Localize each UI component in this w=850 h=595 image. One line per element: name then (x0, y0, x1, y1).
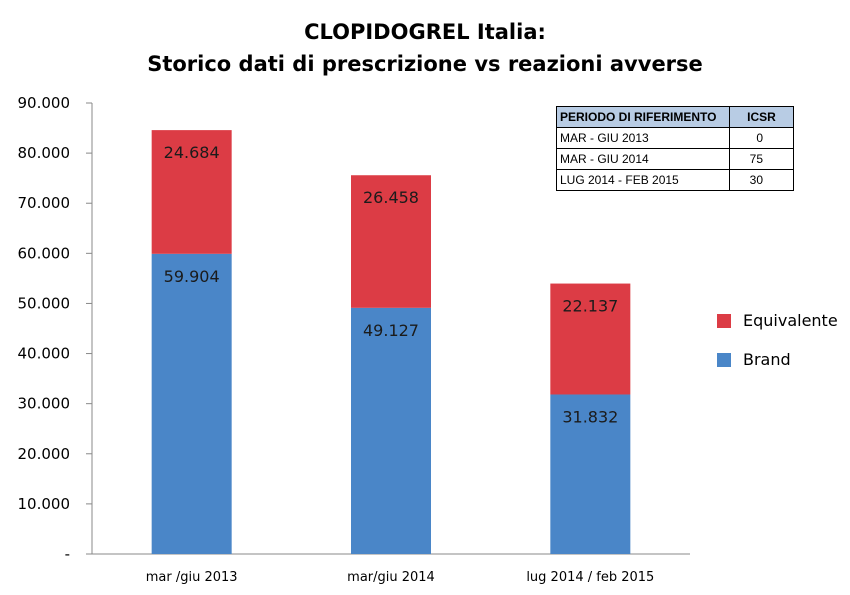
data-label-brand: 31.832 (562, 407, 618, 426)
bar-equivalente (151, 130, 232, 254)
icsr-table: PERIODO DI RIFERIMENTO ICSR MAR - GIU 20… (556, 106, 794, 191)
legend-item-equivalente: Equivalente (717, 310, 838, 331)
icsr-period-cell: MAR - GIU 2013 (556, 127, 730, 149)
bar-equivalente (550, 283, 631, 395)
icsr-table-row: LUG 2014 - FEB 2015 30 (556, 169, 794, 191)
chart-legend: Equivalente Brand (717, 310, 838, 388)
bar-brand (550, 394, 631, 554)
y-tick-label: 90.000 (18, 94, 71, 112)
legend-label-equivalente: Equivalente (743, 311, 838, 330)
data-label-equivalente: 26.458 (363, 188, 419, 207)
icsr-period-cell: MAR - GIU 2014 (556, 148, 730, 170)
icsr-table-row: MAR - GIU 2013 0 (556, 127, 794, 149)
bar-brand (151, 253, 232, 555)
bar-equivalente (351, 175, 431, 308)
bar-brand (351, 307, 431, 554)
chart-title-line-2: Storico dati di prescrizione vs reazioni… (147, 52, 703, 76)
legend-label-brand: Brand (743, 350, 791, 369)
icsr-header-count: ICSR (729, 106, 794, 128)
y-tick-label: 40.000 (18, 345, 71, 363)
x-category-label: mar/giu 2014 (347, 570, 435, 585)
y-tick-label: 30.000 (18, 395, 71, 413)
legend-swatch-brand (717, 352, 731, 367)
data-label-equivalente: 22.137 (562, 297, 618, 316)
y-tick-label: 50.000 (18, 294, 71, 312)
icsr-table-header-row: PERIODO DI RIFERIMENTO ICSR (556, 106, 794, 128)
y-tick-label: 10.000 (18, 495, 71, 513)
y-tick-label: 80.000 (18, 144, 71, 162)
data-label-brand: 49.127 (363, 321, 419, 340)
icsr-period-cell: LUG 2014 - FEB 2015 (556, 169, 730, 191)
icsr-count-cell: 30 (729, 169, 794, 191)
legend-swatch-equivalente (717, 313, 731, 328)
data-label-brand: 59.904 (164, 267, 220, 286)
icsr-count-cell: 0 (729, 127, 794, 149)
legend-item-brand: Brand (717, 349, 838, 370)
y-tick-label: 60.000 (18, 244, 71, 262)
y-tick-label: 70.000 (18, 194, 71, 212)
icsr-header-period: PERIODO DI RIFERIMENTO (556, 106, 730, 128)
icsr-count-cell: 75 (729, 148, 794, 170)
icsr-table-row: MAR - GIU 2014 75 (556, 148, 794, 170)
x-category-label: mar /giu 2013 (146, 570, 238, 585)
data-label-equivalente: 24.684 (164, 143, 220, 162)
y-tick-label: - (65, 545, 70, 563)
x-category-label: lug 2014 / feb 2015 (526, 570, 654, 585)
y-tick-label: 20.000 (18, 445, 71, 463)
chart-title-line-1: CLOPIDOGREL Italia: (304, 20, 546, 44)
